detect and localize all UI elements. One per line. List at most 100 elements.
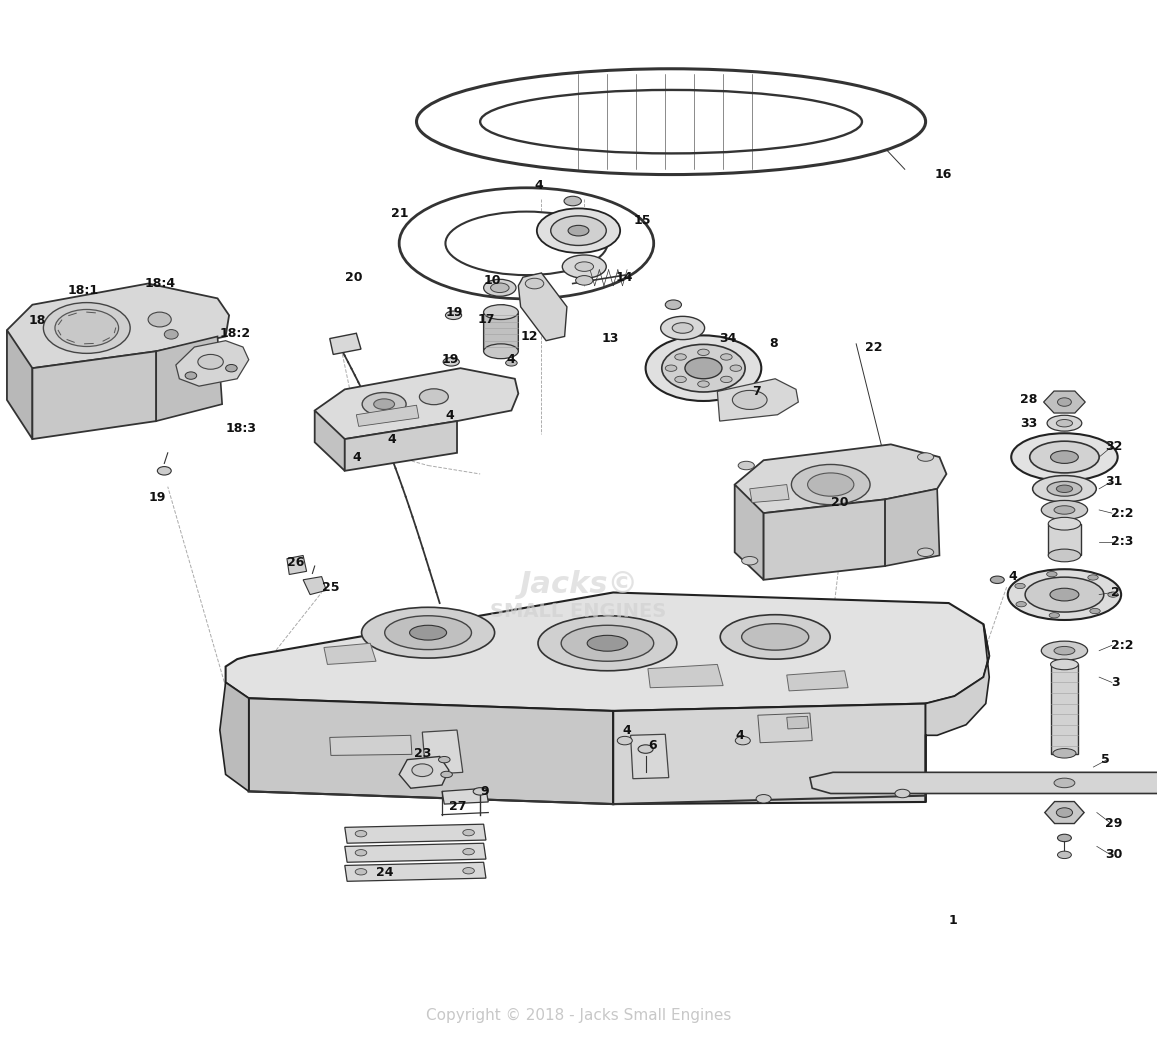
Text: 18:2: 18:2 bbox=[220, 327, 251, 340]
Ellipse shape bbox=[721, 377, 732, 383]
Text: 21: 21 bbox=[391, 207, 408, 220]
Ellipse shape bbox=[56, 309, 118, 347]
Ellipse shape bbox=[439, 756, 450, 763]
Ellipse shape bbox=[721, 353, 732, 360]
Text: 4: 4 bbox=[1009, 570, 1018, 583]
Polygon shape bbox=[613, 704, 926, 804]
Ellipse shape bbox=[361, 607, 495, 658]
Text: 30: 30 bbox=[1105, 849, 1122, 861]
Text: Copyright © 2018 - Jacks Small Engines: Copyright © 2018 - Jacks Small Engines bbox=[426, 1008, 731, 1023]
Text: 7: 7 bbox=[752, 385, 761, 398]
Ellipse shape bbox=[445, 212, 607, 275]
Ellipse shape bbox=[918, 548, 934, 557]
Polygon shape bbox=[399, 756, 449, 788]
Text: 16: 16 bbox=[935, 168, 952, 181]
Text: 17: 17 bbox=[478, 313, 495, 326]
Ellipse shape bbox=[990, 576, 1004, 583]
Ellipse shape bbox=[44, 303, 130, 353]
Polygon shape bbox=[345, 843, 486, 862]
Polygon shape bbox=[810, 772, 1157, 794]
Text: 31: 31 bbox=[1105, 475, 1122, 488]
Ellipse shape bbox=[1048, 549, 1081, 562]
Ellipse shape bbox=[484, 279, 516, 296]
Ellipse shape bbox=[1047, 571, 1057, 577]
Ellipse shape bbox=[355, 869, 367, 875]
Ellipse shape bbox=[561, 625, 654, 661]
Polygon shape bbox=[156, 336, 222, 421]
Text: 4: 4 bbox=[445, 409, 455, 422]
Ellipse shape bbox=[896, 789, 911, 798]
Text: 18:3: 18:3 bbox=[226, 422, 257, 435]
Ellipse shape bbox=[420, 389, 449, 404]
Ellipse shape bbox=[480, 90, 862, 153]
Polygon shape bbox=[220, 682, 249, 791]
Ellipse shape bbox=[525, 278, 544, 289]
Ellipse shape bbox=[1051, 659, 1078, 670]
Ellipse shape bbox=[1090, 608, 1100, 614]
Ellipse shape bbox=[463, 849, 474, 855]
Text: 19: 19 bbox=[442, 353, 459, 366]
Polygon shape bbox=[303, 577, 326, 595]
Polygon shape bbox=[750, 485, 789, 503]
Polygon shape bbox=[345, 421, 457, 471]
Ellipse shape bbox=[1047, 481, 1082, 496]
Ellipse shape bbox=[1051, 588, 1079, 601]
Ellipse shape bbox=[441, 771, 452, 778]
Text: 4: 4 bbox=[388, 433, 397, 445]
Text: 27: 27 bbox=[449, 800, 466, 813]
Polygon shape bbox=[758, 713, 812, 743]
Text: 3: 3 bbox=[1111, 676, 1119, 689]
Ellipse shape bbox=[662, 345, 745, 391]
Polygon shape bbox=[735, 444, 946, 513]
Text: 6: 6 bbox=[648, 740, 656, 752]
Ellipse shape bbox=[412, 764, 433, 777]
Ellipse shape bbox=[384, 616, 472, 650]
Polygon shape bbox=[287, 555, 307, 574]
Ellipse shape bbox=[672, 323, 693, 333]
Polygon shape bbox=[330, 333, 361, 354]
Text: 20: 20 bbox=[831, 496, 848, 509]
Text: 32: 32 bbox=[1105, 440, 1122, 453]
Polygon shape bbox=[324, 643, 376, 664]
Polygon shape bbox=[648, 664, 723, 688]
Ellipse shape bbox=[1032, 475, 1097, 503]
Text: 4: 4 bbox=[353, 451, 362, 463]
Ellipse shape bbox=[1057, 398, 1071, 406]
Text: SMALL ENGINES: SMALL ENGINES bbox=[491, 602, 666, 621]
Ellipse shape bbox=[1041, 500, 1088, 519]
Polygon shape bbox=[249, 698, 613, 804]
Ellipse shape bbox=[568, 225, 589, 236]
Polygon shape bbox=[356, 405, 419, 426]
Text: 22: 22 bbox=[865, 341, 883, 353]
Polygon shape bbox=[330, 735, 412, 755]
Polygon shape bbox=[764, 499, 885, 580]
Text: 18:1: 18:1 bbox=[67, 285, 98, 297]
Text: 4: 4 bbox=[622, 724, 632, 736]
Ellipse shape bbox=[1054, 646, 1075, 655]
Ellipse shape bbox=[463, 829, 474, 836]
Ellipse shape bbox=[1025, 578, 1104, 612]
Ellipse shape bbox=[506, 360, 517, 366]
Ellipse shape bbox=[198, 354, 223, 369]
Text: 33: 33 bbox=[1020, 417, 1038, 430]
Ellipse shape bbox=[675, 377, 686, 383]
Ellipse shape bbox=[1056, 420, 1073, 426]
Ellipse shape bbox=[738, 461, 754, 470]
Ellipse shape bbox=[1015, 583, 1025, 588]
Polygon shape bbox=[7, 284, 229, 368]
Ellipse shape bbox=[588, 635, 628, 651]
Ellipse shape bbox=[736, 736, 750, 745]
Polygon shape bbox=[631, 734, 669, 779]
Ellipse shape bbox=[484, 344, 518, 359]
Text: 19: 19 bbox=[148, 491, 165, 504]
Ellipse shape bbox=[1041, 641, 1088, 660]
Ellipse shape bbox=[417, 69, 926, 175]
Polygon shape bbox=[315, 368, 518, 439]
Ellipse shape bbox=[1030, 441, 1099, 473]
Text: 29: 29 bbox=[1105, 817, 1122, 829]
Text: 9: 9 bbox=[480, 785, 488, 798]
Ellipse shape bbox=[575, 261, 594, 271]
Bar bbox=[1048, 524, 1081, 555]
Ellipse shape bbox=[445, 311, 462, 320]
Polygon shape bbox=[1044, 391, 1085, 413]
